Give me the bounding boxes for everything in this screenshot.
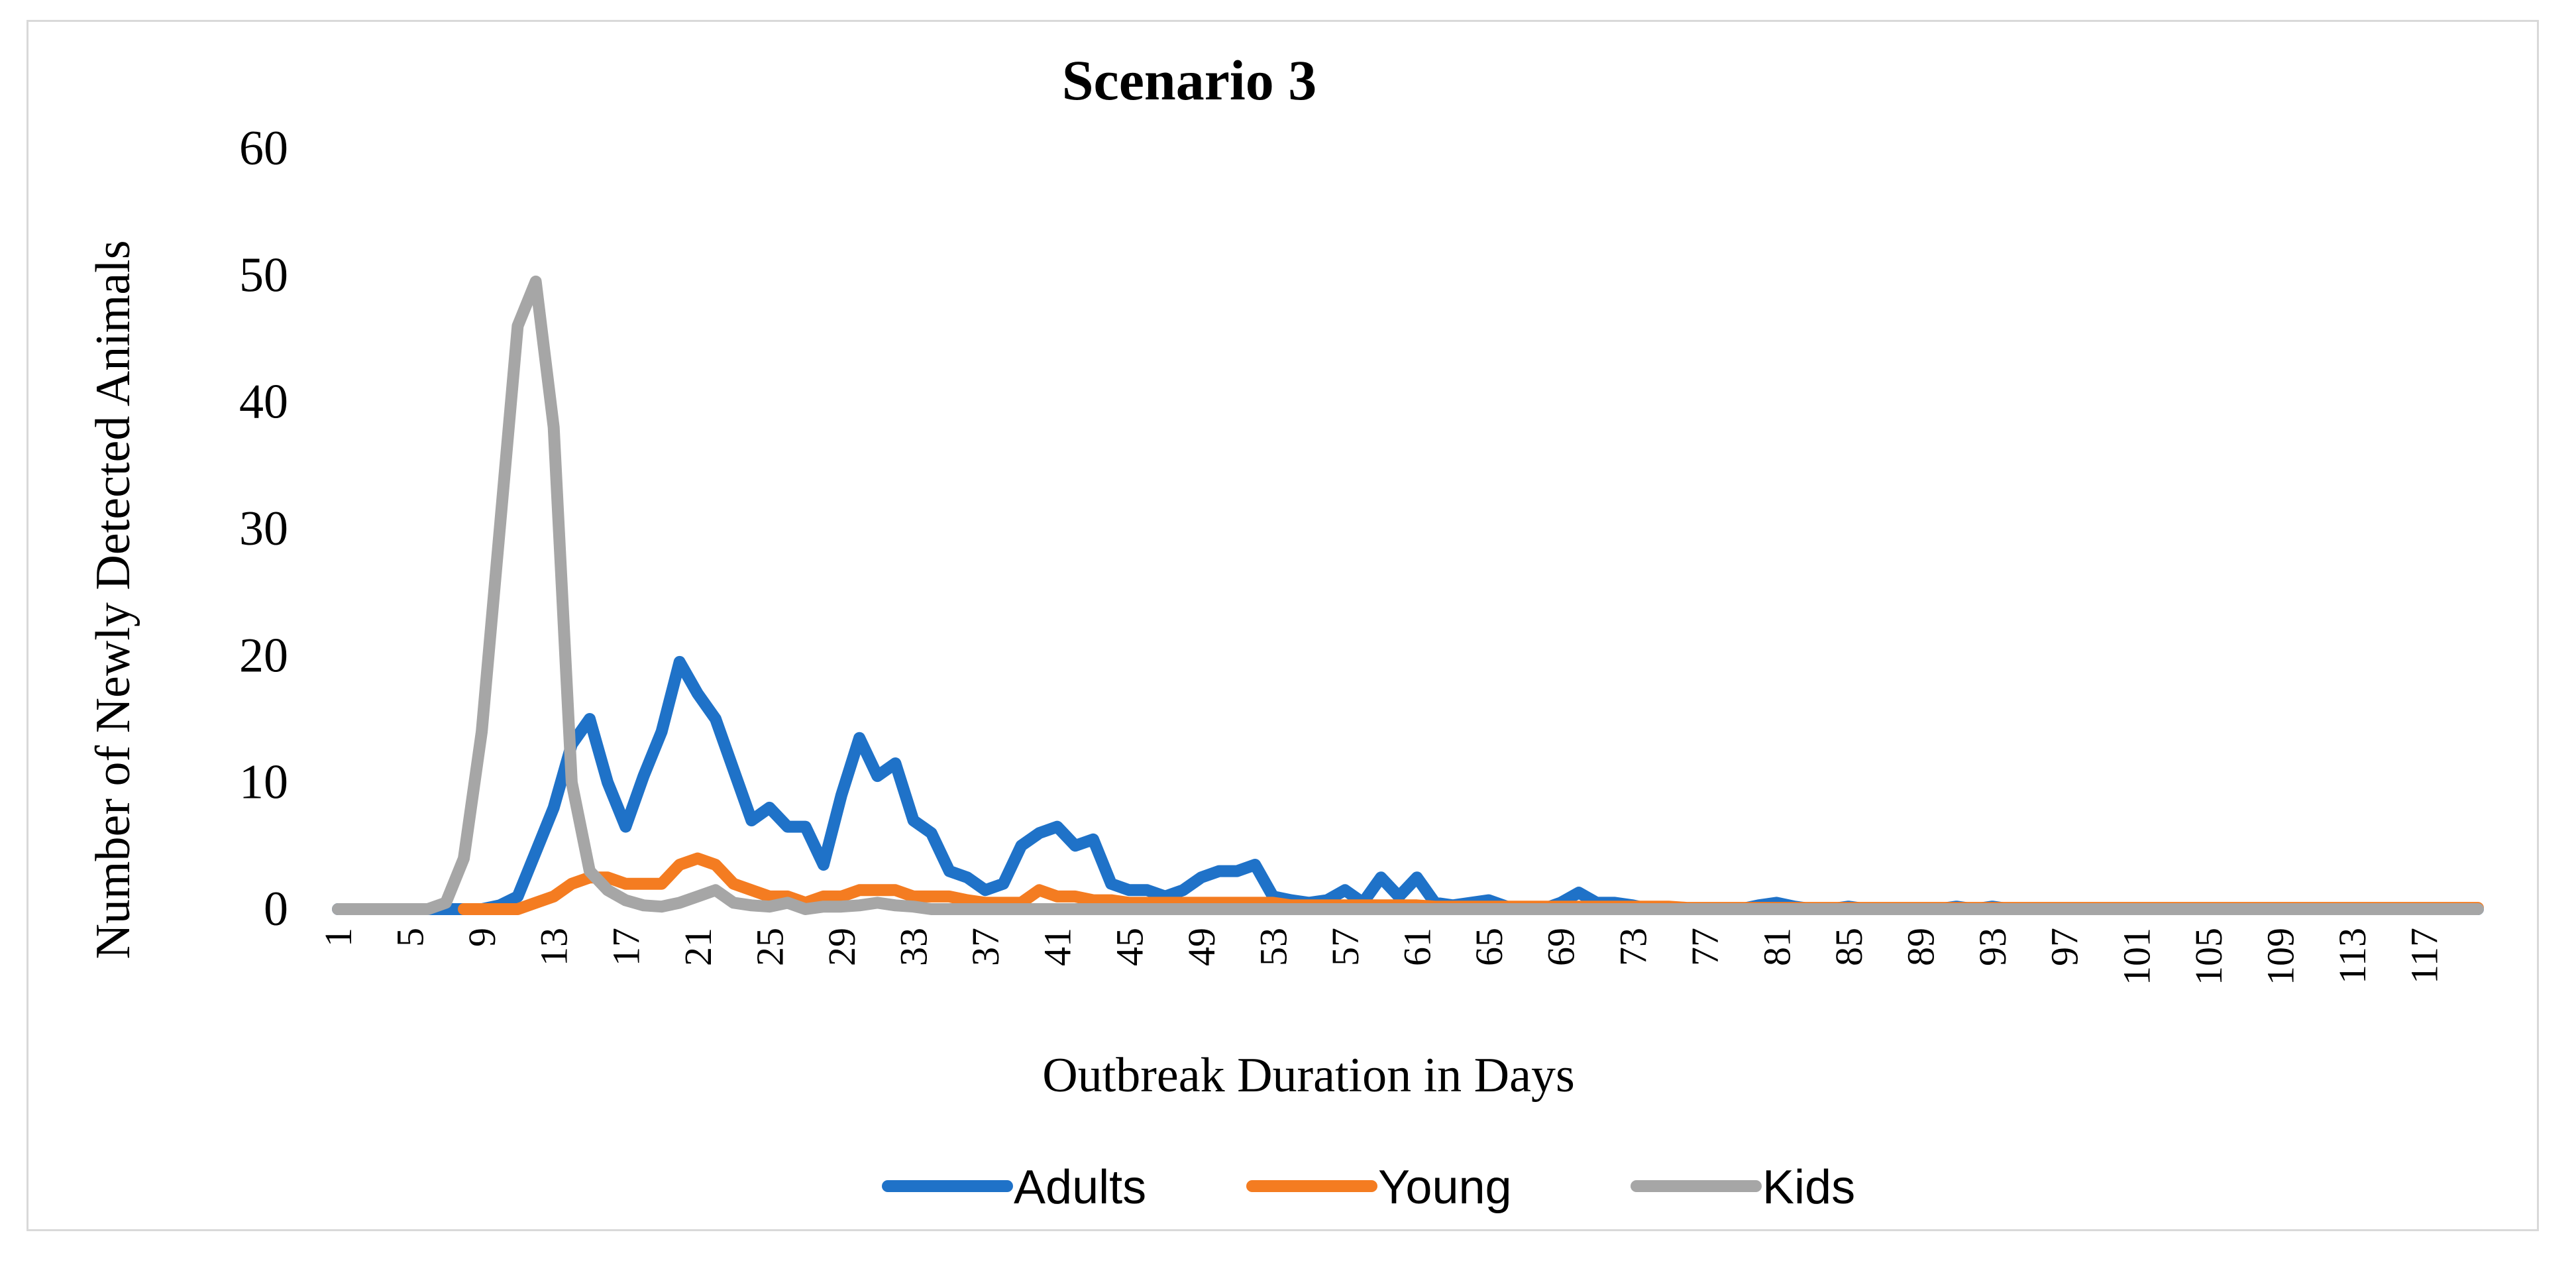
x-tick-label: 61 xyxy=(1396,928,1439,966)
y-tick-label: 50 xyxy=(239,248,288,302)
x-tick-label: 117 xyxy=(2403,928,2446,984)
x-tick-label: 105 xyxy=(2187,928,2230,985)
x-tick-label: 89 xyxy=(1900,928,1943,966)
legend-label-adults: Adults xyxy=(1014,1161,1146,1214)
x-axis-ticks: 1 5 9 13 17 21 25 29 33 37 41 45 49 53 57 61 65 69 73 77 81 8… xyxy=(317,928,2446,985)
x-tick-label: 33 xyxy=(892,928,936,966)
legend-label-young: Young xyxy=(1378,1161,1512,1214)
y-tick-label: 30 xyxy=(239,502,288,556)
x-tick-label: 57 xyxy=(1324,928,1367,966)
chart-title: Scenario 3 xyxy=(1062,48,1317,112)
x-tick-label: 85 xyxy=(1827,928,1870,966)
y-tick-label: 20 xyxy=(239,628,288,683)
x-tick-label: 41 xyxy=(1036,928,1079,966)
x-tick-label: 13 xyxy=(533,928,576,966)
x-tick-label: 101 xyxy=(2115,928,2158,985)
y-tick-label: 60 xyxy=(239,121,288,176)
x-tick-label: 81 xyxy=(1755,928,1798,966)
y-tick-label: 40 xyxy=(239,375,288,429)
x-tick-label: 37 xyxy=(964,928,1007,966)
x-tick-label: 69 xyxy=(1540,928,1583,966)
x-tick-label: 45 xyxy=(1108,928,1151,966)
y-tick-label: 0 xyxy=(264,882,288,936)
x-tick-label: 5 xyxy=(389,928,432,947)
x-tick-label: 9 xyxy=(460,928,504,947)
series-layer xyxy=(332,275,2484,915)
x-tick-label: 93 xyxy=(1971,928,2014,966)
x-tick-label: 109 xyxy=(2259,928,2302,985)
x-tick-label: 21 xyxy=(676,928,720,966)
x-tick-label: 17 xyxy=(604,928,647,966)
x-axis-label: Outbreak Duration in Days xyxy=(1042,1048,1575,1103)
legend: Adults Young Kids xyxy=(882,1161,1855,1214)
x-tick-label: 1 xyxy=(317,928,360,947)
x-tick-label: 29 xyxy=(820,928,863,966)
x-tick-label: 49 xyxy=(1180,928,1223,966)
series-line-adults xyxy=(332,655,2484,915)
x-tick-label: 97 xyxy=(2043,928,2086,966)
chart-frame xyxy=(27,20,2539,1231)
x-tick-label: 113 xyxy=(2331,928,2374,984)
y-tick-label: 10 xyxy=(239,755,288,810)
series-line-kids xyxy=(332,275,2484,915)
y-axis-label: Number of Newly Detected Animals xyxy=(86,240,140,959)
x-tick-label: 53 xyxy=(1252,928,1295,966)
x-tick-label: 65 xyxy=(1468,928,1511,966)
y-axis-ticks: 0 10 20 30 40 50 60 xyxy=(239,121,288,936)
x-tick-label: 25 xyxy=(748,928,791,966)
x-tick-label: 73 xyxy=(1611,928,1654,966)
legend-label-kids: Kids xyxy=(1762,1161,1855,1214)
x-tick-label: 77 xyxy=(1684,928,1727,966)
